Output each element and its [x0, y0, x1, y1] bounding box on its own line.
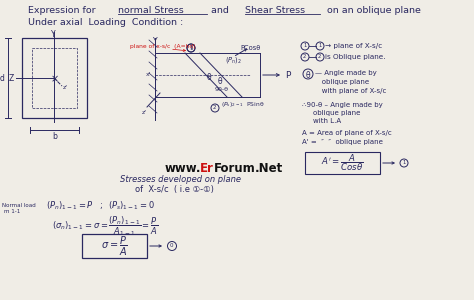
Text: x': x' — [146, 72, 152, 77]
Text: $(P_n)_2$: $(P_n)_2$ — [225, 55, 242, 65]
Bar — [22, 38, 87, 118]
Text: A' =  ″  ″  oblique plane: A' = ″ ″ oblique plane — [302, 139, 383, 145]
Text: z': z' — [142, 110, 147, 115]
Text: Y: Y — [153, 37, 158, 46]
Text: $(P_n)_{1-1} = P$   ;  $(P_s)_{1-1} = 0$: $(P_n)_{1-1} = P$ ; $(P_s)_{1-1} = 0$ — [46, 200, 155, 212]
Text: 1: 1 — [190, 46, 193, 51]
Bar — [32, 48, 77, 108]
Text: $(\sigma_n)_{1-1} = \sigma = \dfrac{(P_n)_{1-1}}{A_{1-1}} = \dfrac{P}{A}$: $(\sigma_n)_{1-1} = \sigma = \dfrac{(P_n… — [52, 214, 158, 238]
Text: 1: 1 — [303, 43, 306, 48]
Text: Z: Z — [9, 74, 14, 83]
Text: Stresses developed on plane: Stresses developed on plane — [120, 175, 241, 184]
Text: Shear Stress: Shear Stress — [245, 6, 305, 15]
Text: 1: 1 — [402, 160, 405, 165]
Text: P: P — [285, 71, 291, 80]
Text: b: b — [52, 132, 57, 141]
Text: 1: 1 — [189, 45, 192, 50]
Text: θ: θ — [207, 73, 211, 82]
Bar — [305, 152, 380, 174]
Text: $\sigma = \dfrac{P}{A}$: $\sigma = \dfrac{P}{A}$ — [101, 235, 128, 257]
Text: Er: Er — [200, 162, 214, 175]
Text: m 1-1: m 1-1 — [4, 209, 20, 214]
Text: .Net: .Net — [255, 162, 283, 175]
Text: 2: 2 — [318, 54, 321, 59]
Text: Forum: Forum — [214, 162, 256, 175]
Text: θ: θ — [306, 71, 310, 80]
Text: 2: 2 — [213, 105, 217, 110]
Text: and: and — [208, 6, 235, 15]
Text: — Angle made by: — Angle made by — [315, 70, 377, 76]
Text: oblique plane: oblique plane — [315, 79, 369, 85]
Text: 0: 0 — [170, 243, 173, 248]
Text: Expression for: Expression for — [28, 6, 101, 15]
Text: → plane of X-s/c: → plane of X-s/c — [325, 43, 382, 49]
Text: plane of x-s/c  (A=hd): plane of x-s/c (A=hd) — [130, 44, 196, 49]
Text: www.: www. — [165, 162, 201, 175]
Text: PCosθ: PCosθ — [240, 45, 260, 51]
Text: ×: × — [51, 74, 59, 84]
Text: 2: 2 — [303, 54, 306, 59]
Bar — [82, 234, 147, 258]
Text: on an oblique plane: on an oblique plane — [321, 6, 421, 15]
Text: θ: θ — [218, 77, 223, 86]
Text: normal Stress: normal Stress — [118, 6, 184, 15]
Text: oblique plane: oblique plane — [313, 110, 360, 116]
Text: 1: 1 — [318, 43, 321, 48]
Text: d: d — [0, 74, 5, 83]
Text: is Oblique plane.: is Oblique plane. — [325, 54, 385, 60]
Text: A = Area of plane of X-s/c: A = Area of plane of X-s/c — [302, 130, 392, 136]
Text: 90-θ: 90-θ — [215, 87, 229, 92]
Text: Under axial  Loading  Condition :: Under axial Loading Condition : — [28, 18, 183, 27]
Text: $A' = \dfrac{A}{Cos\theta}$: $A' = \dfrac{A}{Cos\theta}$ — [321, 153, 364, 173]
Text: z': z' — [63, 85, 68, 90]
Text: with L.A: with L.A — [313, 118, 341, 124]
Text: with plane of X-s/c: with plane of X-s/c — [315, 88, 386, 94]
Text: Y: Y — [51, 30, 55, 39]
Text: $(P_s)_{2-1}$  PSinθ: $(P_s)_{2-1}$ PSinθ — [221, 100, 264, 109]
Text: ∴90-θ – Angle made by: ∴90-θ – Angle made by — [302, 102, 383, 108]
Text: of  X-s/c  ( i.e ①-①): of X-s/c ( i.e ①-①) — [135, 185, 214, 194]
Text: Normal load: Normal load — [2, 203, 36, 208]
